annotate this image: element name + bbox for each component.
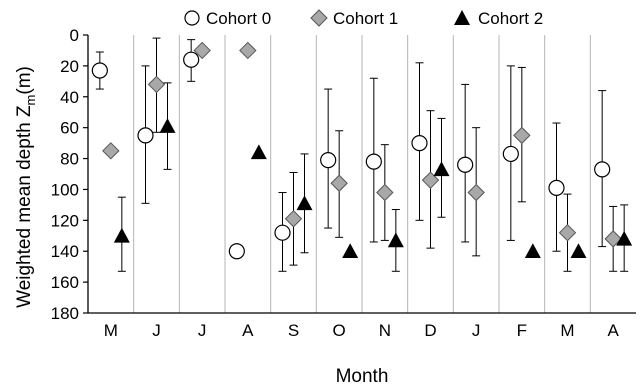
x-tick-label: A: [607, 321, 619, 340]
y-tick-label: 100: [51, 180, 79, 199]
x-tick-label: D: [424, 321, 436, 340]
cohort-1-point: [102, 142, 120, 160]
cohort-0-point: [411, 135, 428, 152]
cohort-1-point: [193, 41, 211, 60]
cohort-1-point: [513, 126, 531, 145]
y-tick-label: 20: [60, 57, 79, 76]
cohort-0-point: [548, 179, 565, 196]
cohort-2-point: [524, 243, 541, 259]
cohort-1-point: [330, 174, 348, 192]
y-axis-title: Weighted mean depth Zm(m): [14, 66, 38, 308]
legend: Cohort 0 Cohort 1 Cohort 2: [184, 9, 543, 28]
cohort-1-point: [421, 171, 440, 189]
cohort-0-point: [594, 161, 611, 178]
x-tick-label: J: [152, 321, 161, 340]
y-axis-title-sub: m: [23, 95, 38, 106]
cohort-2-point: [113, 227, 130, 243]
legend-marker-cohort-0: [184, 10, 200, 26]
plot-area: 0 20 40 60 80 100 120 140 160 180 M J J A S O N D J F M A: [51, 26, 636, 340]
cohort-1-point: [467, 183, 485, 202]
cohort-0-point: [502, 145, 519, 163]
y-tick-label: 180: [51, 304, 79, 323]
cohort-0-point: [137, 127, 154, 144]
x-tick-label: J: [198, 321, 207, 340]
cohort-2-point: [296, 195, 313, 211]
legend-label-cohort-1: Cohort 1: [333, 9, 398, 28]
cohort-1-point: [147, 75, 166, 94]
y-tick-label: 0: [70, 26, 79, 45]
cohort-0-point: [91, 62, 108, 79]
cohort-2-point: [616, 230, 633, 246]
cohort-1-point: [376, 183, 394, 202]
cohort-0-point: [320, 152, 337, 169]
x-tick-label: F: [517, 321, 527, 340]
cohort-2-point: [250, 144, 267, 160]
cohort-0-point: [457, 156, 474, 173]
cohort-1-point: [604, 230, 622, 248]
cohort-1-point: [284, 210, 303, 228]
x-tick-label: M: [560, 321, 574, 340]
cohort-2-point: [342, 243, 359, 259]
cohort-2-point: [387, 232, 404, 248]
cohort-2-point: [433, 161, 450, 177]
cohort-1-point: [239, 41, 257, 60]
legend-label-cohort-0: Cohort 0: [206, 9, 271, 28]
x-tick-label: M: [104, 321, 118, 340]
y-tick-label: 60: [60, 119, 79, 138]
y-tick-label: 120: [51, 211, 79, 230]
legend-marker-cohort-2: [454, 10, 470, 25]
cohort-2-point: [570, 243, 587, 259]
y-tick-label: 160: [51, 273, 79, 292]
cohort-0-point: [365, 153, 382, 170]
x-tick-label: A: [242, 321, 254, 340]
y-tick-label: 80: [60, 150, 79, 169]
x-axis-title: Month: [336, 366, 389, 387]
cohort-0-point: [183, 51, 200, 68]
y-tick-label: 140: [51, 242, 79, 261]
x-tick-label: O: [333, 321, 346, 340]
x-tick-label: J: [472, 321, 481, 340]
cohort-1-point: [558, 223, 577, 242]
x-tick-label: S: [288, 321, 299, 340]
legend-label-cohort-2: Cohort 2: [478, 9, 543, 28]
cohort-0-point: [274, 224, 291, 241]
y-tick-label: 40: [60, 88, 79, 107]
y-axis-title-unit: (m): [14, 66, 35, 94]
legend-marker-cohort-1: [310, 9, 328, 27]
cohort-2-point: [159, 118, 176, 133]
y-axis-title-main: Weighted mean depth Z: [14, 105, 35, 308]
cohort-0-point: [228, 243, 245, 260]
x-tick-label: N: [379, 321, 391, 340]
